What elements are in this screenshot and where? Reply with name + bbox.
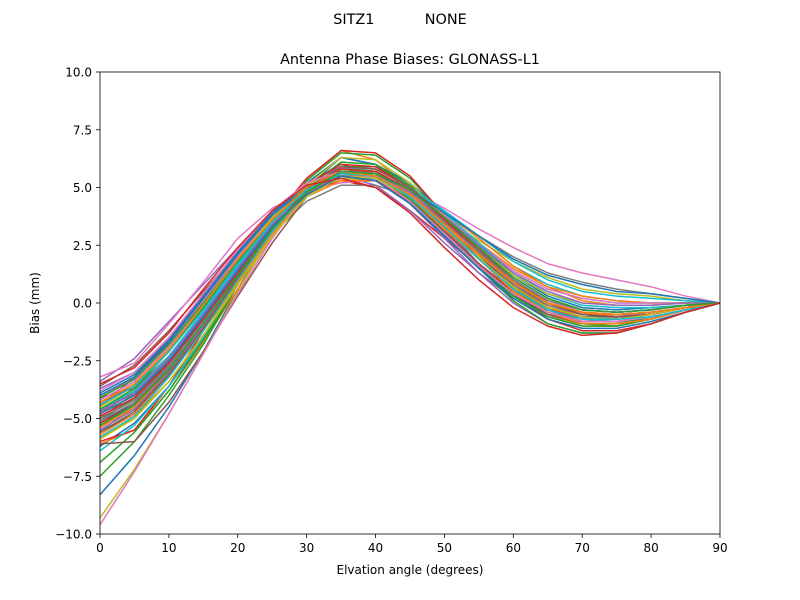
figure-suptitle: SITZ1 NONE	[333, 12, 466, 28]
x-axis-label: Elvation angle (degrees)	[337, 563, 484, 577]
series-line-64	[99, 177, 721, 385]
y-tick-label: −10.0	[55, 528, 92, 542]
series-line-55	[99, 172, 720, 413]
x-tick-label: 90	[712, 541, 727, 555]
x-tick-label: 10	[161, 541, 176, 555]
x-tick-label: 60	[506, 541, 521, 555]
x-axis: 0 10 20 30 40 50 60 70 80 90	[96, 534, 728, 555]
x-tick-label: 30	[299, 541, 314, 555]
chart-title: Antenna Phase Biases: GLONASS-L1	[280, 52, 540, 68]
series-layer	[99, 149, 721, 526]
series-line-61	[99, 175, 721, 415]
series-line-60	[99, 172, 721, 406]
x-tick-label: 80	[643, 541, 658, 555]
y-axis-label: Bias (mm)	[28, 272, 42, 334]
y-tick-label: 2.5	[73, 239, 92, 253]
series-line-63	[99, 170, 721, 427]
series-line-57	[99, 170, 721, 392]
y-tick-label: 7.5	[73, 123, 92, 137]
series-line-62	[99, 170, 721, 403]
y-axis: −10.0 −7.5 −5.0 −2.5 0.0 2.5 5.0 7.5 10.0	[55, 66, 100, 542]
x-tick-label: 20	[230, 541, 245, 555]
y-tick-label: −2.5	[63, 354, 92, 368]
x-tick-label: 0	[96, 541, 104, 555]
y-tick-label: 10.0	[65, 66, 92, 80]
x-tick-label: 50	[437, 541, 452, 555]
y-tick-label: −7.5	[63, 470, 92, 484]
y-tick-label: 0.0	[73, 297, 92, 311]
x-tick-label: 40	[368, 541, 383, 555]
x-tick-label: 70	[575, 541, 590, 555]
y-tick-label: 5.0	[73, 181, 92, 195]
y-tick-label: −5.0	[63, 412, 92, 426]
series-line-56	[99, 165, 721, 434]
